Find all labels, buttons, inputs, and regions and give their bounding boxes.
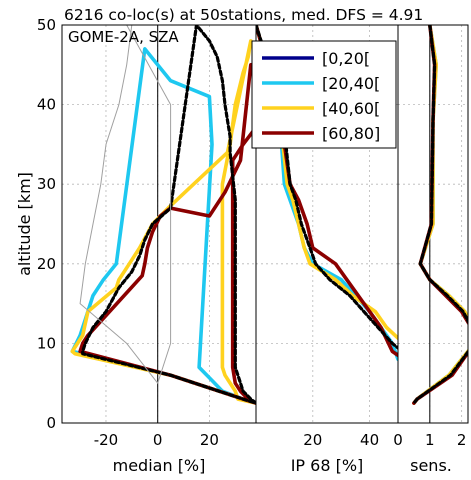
x-tick-label: 2 xyxy=(457,431,467,449)
spread-line xyxy=(79,25,172,384)
legend-label: [0,20[ xyxy=(322,49,370,68)
series-line xyxy=(78,63,256,405)
x-tick-label: 0 xyxy=(393,431,403,449)
x-tick-label: 1 xyxy=(425,431,435,449)
x-tick-label: 0 xyxy=(153,431,163,449)
panel-3-series xyxy=(412,25,468,405)
y-tick-label: 30 xyxy=(37,175,56,193)
series-line xyxy=(412,25,468,405)
x-tick-label: -20 xyxy=(94,431,119,449)
series-line xyxy=(256,25,398,341)
y-tick-label: 40 xyxy=(37,96,56,114)
legend-label: [20,40[ xyxy=(322,74,380,93)
panel-1-series xyxy=(70,25,256,405)
legend-label: [60,80] xyxy=(322,124,380,143)
chart-title: 6216 co-loc(s) at 50stations, med. DFS =… xyxy=(64,6,423,24)
series-line xyxy=(70,47,256,405)
instrument-annotation: GOME-2A, SZA xyxy=(68,28,179,46)
median-dashed-line xyxy=(256,25,398,351)
y-tick-label: 20 xyxy=(37,255,56,273)
panels-group: -20 0 20 median [%] 20 40 IP 68 [%] 0 1 2 sens. xyxy=(61,24,469,475)
series-line xyxy=(70,39,256,405)
x-tick-label: 20 xyxy=(200,431,219,449)
panel-2-series xyxy=(256,25,398,362)
y-tick-label: 0 xyxy=(46,414,56,432)
panel-frame xyxy=(397,24,469,424)
y-tick-labels: 0 10 20 30 40 50 xyxy=(37,16,56,432)
y-tick-label: 50 xyxy=(37,16,56,34)
series-line xyxy=(412,25,468,405)
panel-3: 0 1 2 sens. xyxy=(393,24,469,475)
x-axis-label: IP 68 [%] xyxy=(291,456,364,475)
legend: [0,20[ [20,40[ [40,60[ [60,80] xyxy=(251,40,397,149)
median-dashed-line xyxy=(81,25,256,405)
x-tick-label: 40 xyxy=(360,431,379,449)
x-axis-label: median [%] xyxy=(113,456,206,475)
y-tick-label: 10 xyxy=(37,334,56,352)
panel-frame xyxy=(61,24,257,424)
legend-label: [40,60[ xyxy=(322,99,380,118)
series-line xyxy=(412,25,468,405)
x-tick-label: 20 xyxy=(303,431,322,449)
panel-2: 20 40 IP 68 [%] xyxy=(255,24,399,475)
x-axis-label: sens. xyxy=(410,456,452,475)
median-dashed-line xyxy=(412,25,468,405)
panel-1: -20 0 20 median [%] xyxy=(61,24,257,475)
y-axis-label: altitude [km] xyxy=(15,172,34,276)
